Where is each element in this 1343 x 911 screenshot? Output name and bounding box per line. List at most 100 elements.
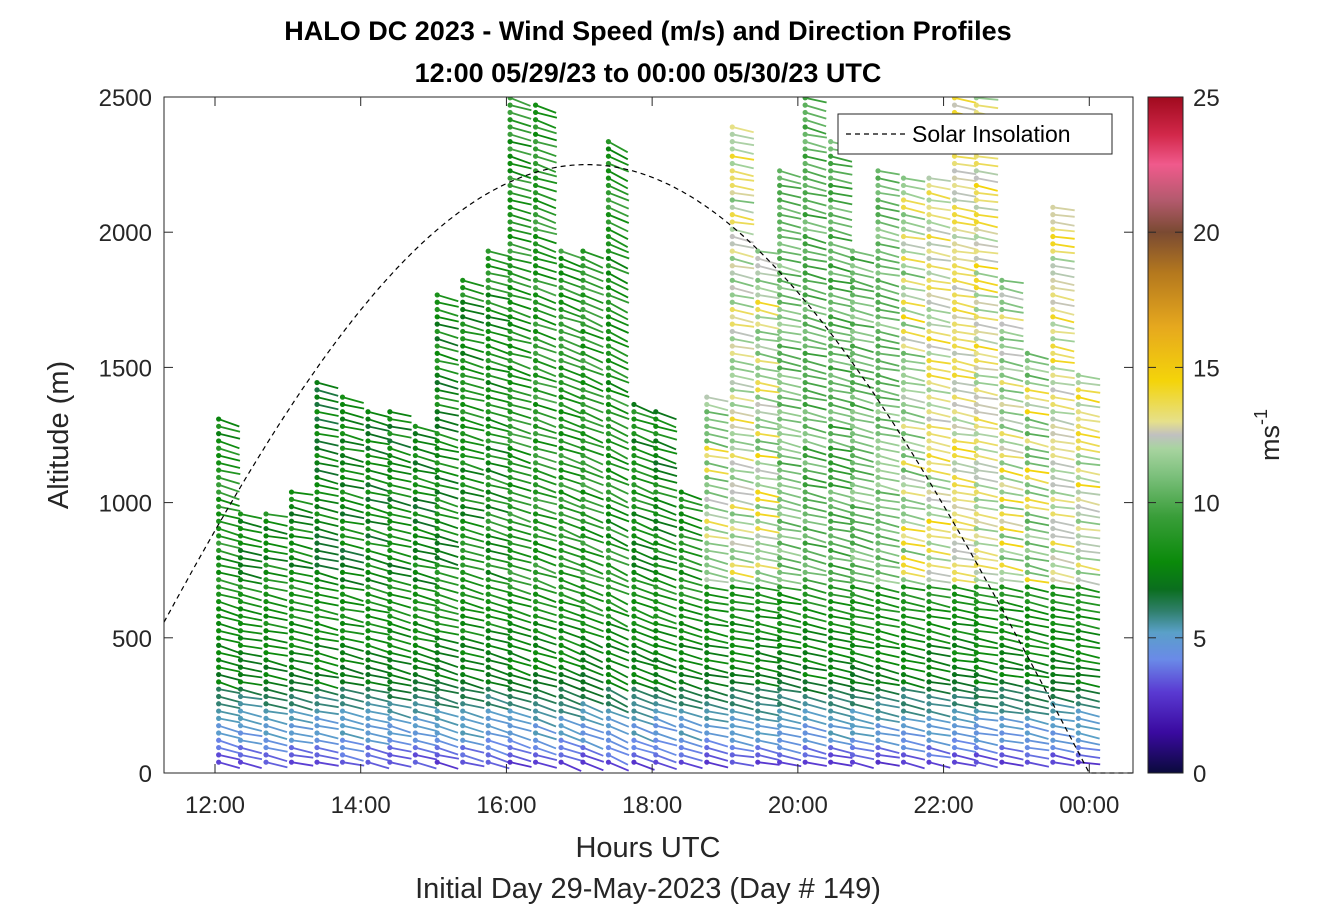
wind-barb-dot <box>828 233 834 240</box>
wind-barb-dot <box>951 482 958 488</box>
wind-barb <box>1027 615 1050 622</box>
wind-barb <box>830 556 853 563</box>
wind-barb <box>779 221 802 229</box>
wind-barb <box>655 564 678 572</box>
wind-barb <box>560 403 582 415</box>
wind-barb-dot <box>507 328 513 335</box>
wind-barb <box>928 359 951 365</box>
wind-barb <box>437 410 459 417</box>
wind-barb <box>582 330 604 340</box>
wind-barb <box>291 651 314 657</box>
wind-barb <box>487 308 510 318</box>
wind-barb <box>608 170 629 183</box>
wind-barb-dot <box>387 642 393 648</box>
wind-barb-dot <box>605 664 612 670</box>
wind-barb <box>1052 235 1075 240</box>
wind-barb-dot <box>802 438 808 444</box>
wind-barb-dot <box>580 555 586 561</box>
wind-barb-dot <box>314 701 320 707</box>
wind-barb-dot <box>1075 431 1081 437</box>
wind-barb <box>1027 651 1050 658</box>
wind-barb <box>830 396 853 404</box>
wind-barb-dot <box>1050 467 1056 473</box>
wind-barb-dot <box>216 701 222 707</box>
wind-barb <box>436 710 459 718</box>
wind-barb <box>415 754 438 761</box>
wind-barb <box>779 710 802 718</box>
wind-barb <box>706 593 729 600</box>
wind-barb-dot <box>875 197 881 203</box>
wind-barb-dot <box>875 248 881 254</box>
wind-barb <box>928 403 951 411</box>
wind-barb <box>509 644 532 653</box>
wind-barb <box>732 629 755 636</box>
wind-barb <box>582 578 605 588</box>
wind-barb-dot <box>678 708 684 714</box>
wind-barb <box>560 556 582 567</box>
wind-barb-dot <box>314 752 320 758</box>
wind-barb <box>608 396 629 408</box>
wind-barb <box>804 688 827 696</box>
wind-barb <box>316 688 339 696</box>
wind-barb-dot <box>926 197 932 203</box>
wind-barb <box>732 586 755 591</box>
wind-barb <box>633 608 655 619</box>
wind-barb <box>582 651 604 664</box>
wind-barb-dot <box>434 613 440 619</box>
wind-barb <box>1027 593 1049 601</box>
wind-barb-dot <box>216 431 222 437</box>
wind-barb <box>437 542 460 548</box>
wind-barb <box>633 476 656 485</box>
wind-barb-dot <box>507 241 513 247</box>
wind-barb-dot <box>532 379 539 386</box>
wind-barb <box>954 155 977 160</box>
wind-barb-dot <box>951 584 958 590</box>
wind-barb <box>928 381 951 389</box>
wind-barb-dot <box>875 175 881 181</box>
wind-barb <box>954 272 977 277</box>
wind-barb-dot <box>339 518 346 524</box>
wind-barb-dot <box>973 358 979 364</box>
wind-barb-dot <box>288 693 295 700</box>
wind-barb-dot <box>875 299 881 305</box>
wind-barb <box>367 615 390 623</box>
wind-barb <box>265 607 288 615</box>
wind-barb <box>954 345 977 352</box>
wind-barb <box>509 140 532 148</box>
wind-barb <box>928 315 951 324</box>
wind-barb-dot <box>999 292 1005 298</box>
wind-barb <box>903 367 926 372</box>
wind-barb <box>877 607 900 613</box>
wind-barb <box>415 513 437 521</box>
wind-barb <box>582 717 605 727</box>
wind-barb-dot <box>802 139 808 145</box>
wind-barb <box>582 710 604 721</box>
wind-barb-dot <box>849 744 856 751</box>
wind-barb <box>928 337 951 345</box>
wind-barb-dot <box>729 153 735 159</box>
wind-barb <box>582 527 604 539</box>
wind-barb <box>757 381 780 389</box>
wind-barb <box>582 498 604 508</box>
wind-barb-dot <box>314 452 320 459</box>
wind-barb <box>976 345 999 352</box>
wind-barb-dot <box>1024 598 1030 605</box>
wind-barb-dot <box>900 336 907 342</box>
wind-barb-dot <box>1050 255 1056 262</box>
wind-barb <box>488 447 510 455</box>
wind-barb-dot <box>237 562 244 568</box>
wind-barb <box>582 286 604 296</box>
wind-barb-dot <box>532 336 539 342</box>
wind-barb-dot <box>339 759 346 765</box>
wind-barb-dot <box>999 328 1005 335</box>
wind-barb-dot <box>558 664 564 670</box>
wind-barb-dot <box>605 379 612 386</box>
wind-barb-dot <box>849 664 856 670</box>
wind-barb <box>509 498 532 506</box>
wind-barb <box>1052 345 1075 353</box>
wind-barb-dot <box>926 460 932 466</box>
wind-barb-dot <box>1075 533 1081 539</box>
wind-barb-dot <box>365 657 371 663</box>
wind-barb-dot <box>802 153 808 159</box>
wind-barb <box>437 301 459 308</box>
